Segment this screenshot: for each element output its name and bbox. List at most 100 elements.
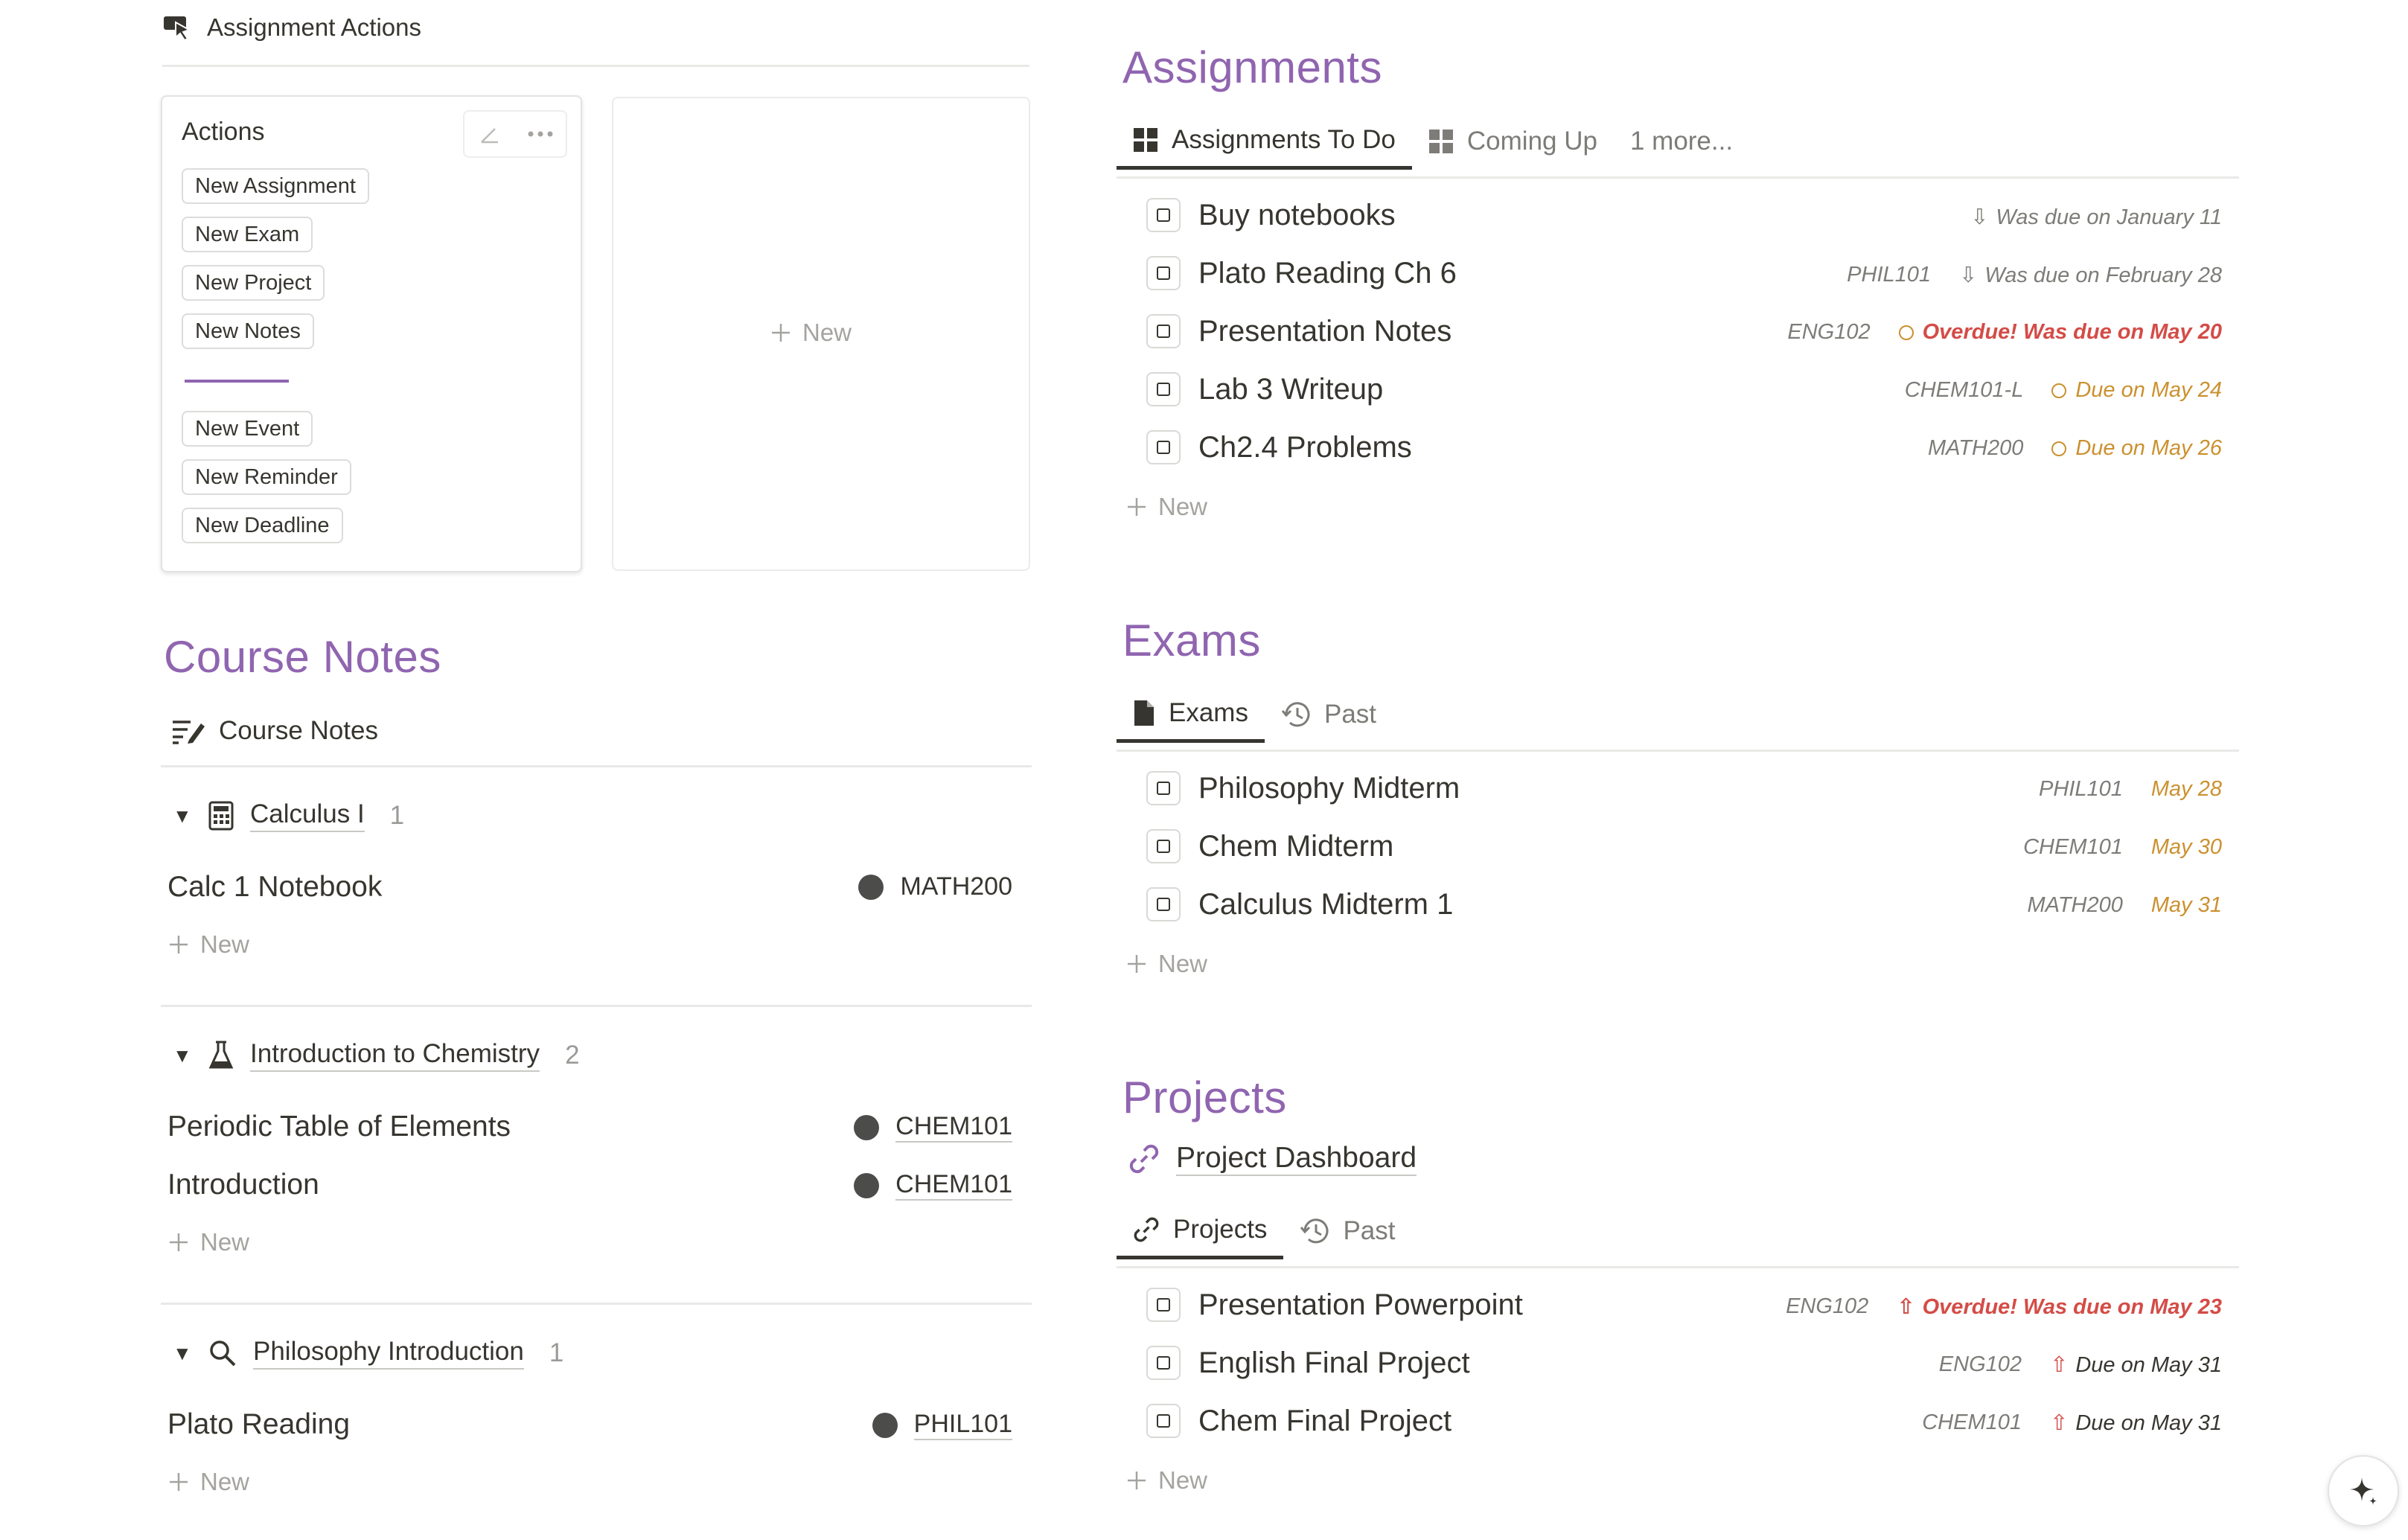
- checkbox[interactable]: [1146, 829, 1181, 863]
- new-event-button[interactable]: New Event: [182, 411, 313, 447]
- new-reminder-button[interactable]: New Reminder: [182, 459, 351, 495]
- tab-past-exams[interactable]: Past: [1265, 700, 1393, 743]
- tab-more-views[interactable]: 1 more...: [1629, 127, 1734, 156]
- pointer-click-icon: [162, 13, 194, 42]
- course-dot-icon: [858, 874, 884, 900]
- exam-item[interactable]: Calculus Midterm 1: [1146, 887, 1453, 921]
- collapse-triangle-icon[interactable]: ▼: [173, 804, 192, 827]
- assignment-item[interactable]: Buy notebooks: [1146, 198, 1396, 232]
- note-row[interactable]: Introduction: [167, 1169, 319, 1201]
- plus-icon: [167, 1231, 190, 1253]
- group-philosophy[interactable]: ▼ Philosophy Introduction 1: [173, 1337, 563, 1370]
- checkbox[interactable]: [1146, 198, 1181, 232]
- note-row[interactable]: Calc 1 Notebook: [167, 871, 383, 903]
- assignment-meta: CHEM101-L Due on May 24: [1905, 378, 2222, 403]
- notes-list-icon: [171, 718, 205, 744]
- new-assignment-button[interactable]: New Assignment: [182, 168, 369, 204]
- course-code: MATH200: [1927, 436, 2024, 460]
- checkbox[interactable]: [1146, 314, 1181, 348]
- new-project-row-button[interactable]: New: [1125, 1466, 1207, 1495]
- assignment-actions-header: Assignment Actions: [162, 13, 421, 42]
- tab-assignments-to-do[interactable]: Assignments To Do: [1117, 125, 1412, 170]
- empty-gallery-card[interactable]: New: [612, 97, 1030, 571]
- assignment-meta: PHIL101 ⇩ Was due on February 28: [1847, 262, 2222, 288]
- grid-icon: [1428, 129, 1454, 154]
- group-name[interactable]: Introduction to Chemistry: [250, 1039, 540, 1072]
- note-row[interactable]: Periodic Table of Elements: [167, 1111, 511, 1143]
- group-calculus[interactable]: ▼ Calculus I 1: [173, 799, 404, 832]
- exam-item[interactable]: Chem Midterm: [1146, 829, 1393, 863]
- group-name[interactable]: Calculus I: [250, 799, 365, 832]
- course-code: ENG102: [1786, 1294, 1869, 1318]
- due-date: Due on May 26: [2051, 436, 2222, 461]
- tab-past-projects[interactable]: Past: [1283, 1216, 1411, 1259]
- new-exam-button[interactable]: New Exam: [182, 217, 313, 252]
- more-options-icon[interactable]: [527, 130, 554, 138]
- divider: [161, 1303, 1032, 1305]
- projects-title: Projects: [1122, 1073, 1287, 1122]
- gallery-new-button[interactable]: New: [770, 319, 852, 347]
- assignment-item[interactable]: Plato Reading Ch 6: [1146, 256, 1457, 290]
- assignment-actions-title: Assignment Actions: [207, 13, 421, 41]
- group-name[interactable]: Philosophy Introduction: [253, 1337, 524, 1370]
- checkbox[interactable]: [1146, 771, 1181, 805]
- tab-exams[interactable]: Exams: [1117, 698, 1265, 743]
- circle-icon: [2051, 383, 2067, 398]
- checkbox[interactable]: [1146, 1346, 1181, 1380]
- new-deadline-button[interactable]: New Deadline: [182, 508, 343, 543]
- course-code: ENG102: [1938, 1352, 2022, 1376]
- assignment-meta: ENG102 Overdue! Was due on May 20: [1787, 320, 2222, 345]
- checkbox[interactable]: [1146, 430, 1181, 464]
- exam-item[interactable]: Philosophy Midterm: [1146, 771, 1460, 805]
- divider: [1117, 1266, 2239, 1268]
- course-tag[interactable]: CHEM101: [854, 1170, 1012, 1201]
- calculator-icon: [208, 801, 234, 831]
- actions-card: Actions New Assignment New Exam New Proj…: [161, 95, 582, 572]
- course-tag[interactable]: MATH200: [858, 872, 1012, 901]
- course-tag[interactable]: PHIL101: [872, 1410, 1012, 1440]
- actions-divider: [185, 380, 289, 383]
- exam-meta: CHEM101 May 30: [2023, 835, 2222, 860]
- assignment-meta: ⇩ Was due on January 11: [1970, 204, 2222, 230]
- checkbox[interactable]: [1146, 1404, 1181, 1438]
- circle-icon: [1898, 325, 1914, 340]
- project-item[interactable]: Presentation Powerpoint: [1146, 1288, 1523, 1322]
- course-code: CHEM101: [1922, 1410, 2022, 1434]
- new-notes-button[interactable]: New Notes: [182, 313, 314, 349]
- assignments-tabs: Assignments To Do Coming Up 1 more...: [1117, 125, 1749, 170]
- collapse-triangle-icon[interactable]: ▼: [173, 1341, 192, 1364]
- ai-assistant-button[interactable]: [2328, 1455, 2399, 1527]
- checkbox[interactable]: [1146, 256, 1181, 290]
- edit-icon[interactable]: [477, 121, 502, 147]
- course-code: CHEM101: [2023, 835, 2123, 859]
- new-note-button[interactable]: New: [167, 1468, 249, 1496]
- new-assignment-row-button[interactable]: New: [1125, 493, 1207, 521]
- group-count: 1: [549, 1338, 564, 1367]
- group-chemistry[interactable]: ▼ Introduction to Chemistry 2: [173, 1039, 580, 1072]
- course-code: CHEM101-L: [1904, 378, 2024, 402]
- course-notes-view[interactable]: Course Notes: [171, 716, 378, 746]
- checkbox[interactable]: [1146, 887, 1181, 921]
- course-code: PHIL101: [1847, 263, 1932, 287]
- project-dashboard-link[interactable]: Project Dashboard: [1128, 1142, 1417, 1176]
- checkbox[interactable]: [1146, 372, 1181, 406]
- divider: [1117, 176, 2239, 179]
- group-count: 1: [389, 801, 405, 830]
- collapse-triangle-icon[interactable]: ▼: [173, 1044, 192, 1067]
- checkbox[interactable]: [1146, 1288, 1181, 1322]
- new-note-button[interactable]: New: [167, 1228, 249, 1256]
- tab-coming-up[interactable]: Coming Up: [1412, 127, 1614, 170]
- new-note-button[interactable]: New: [167, 930, 249, 959]
- assignment-item[interactable]: Presentation Notes: [1146, 314, 1451, 348]
- project-item[interactable]: English Final Project: [1146, 1346, 1470, 1380]
- project-item[interactable]: Chem Final Project: [1146, 1404, 1451, 1438]
- new-exam-row-button[interactable]: New: [1125, 950, 1207, 978]
- assignment-item[interactable]: Ch2.4 Problems: [1146, 430, 1412, 464]
- new-project-button[interactable]: New Project: [182, 265, 325, 301]
- assignment-item[interactable]: Lab 3 Writeup: [1146, 372, 1383, 406]
- down-arrow-icon: ⇩: [1970, 205, 1989, 229]
- course-tag[interactable]: CHEM101: [854, 1112, 1012, 1143]
- plus-icon: [167, 1471, 190, 1493]
- tab-projects[interactable]: Projects: [1117, 1215, 1284, 1259]
- note-row[interactable]: Plato Reading: [167, 1408, 351, 1440]
